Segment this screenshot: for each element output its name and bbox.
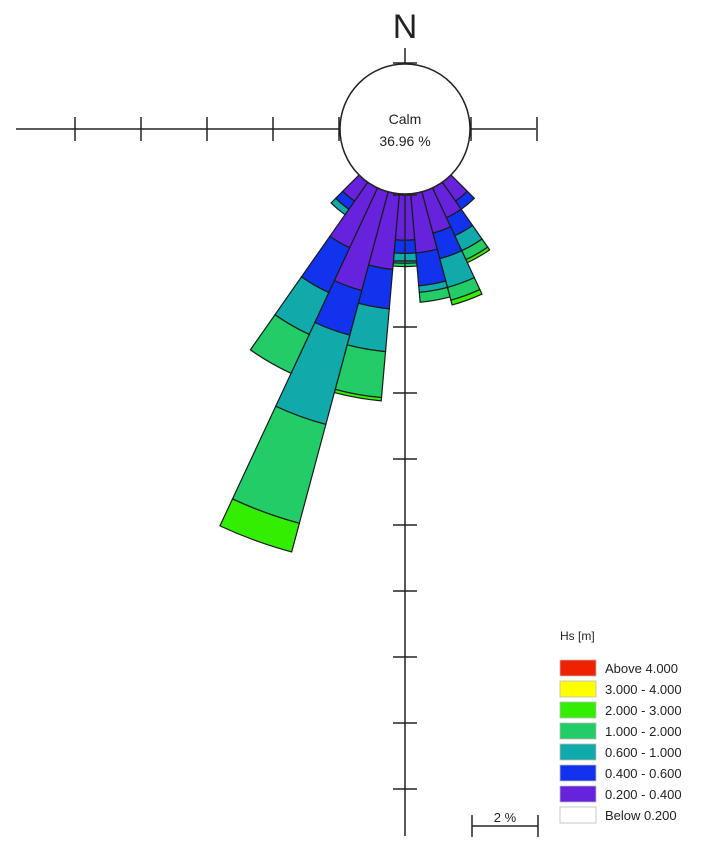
calm-label: Calm (389, 111, 422, 127)
legend-title: Hs [m] (560, 629, 595, 643)
sector-160-bin-4 (450, 288, 483, 306)
legend-swatch (559, 764, 597, 782)
legend-swatch (559, 659, 597, 677)
legend-swatch (559, 722, 597, 740)
calm-circle (339, 63, 471, 195)
legend-label: 0.200 - 0.400 (605, 787, 682, 802)
legend-label: 0.600 - 1.000 (605, 745, 682, 760)
legend-swatch (559, 806, 597, 824)
sector-200-bin-4 (219, 498, 301, 553)
legend-label: Above 4.000 (605, 661, 678, 676)
legend-label: 1.000 - 2.000 (605, 724, 682, 739)
legend-label: Below 0.200 (605, 808, 677, 823)
north-label: N (393, 8, 418, 46)
calm-percentage: 36.96 % (379, 133, 430, 149)
scale-bar: 2 % (471, 810, 539, 837)
scale-bar-label: 2 % (494, 810, 517, 825)
legend-swatch (559, 743, 597, 761)
legend-swatch (559, 785, 597, 803)
legend-swatch (559, 680, 597, 698)
sector-170-bin-3 (418, 286, 451, 303)
sector-220-bin-2 (330, 197, 350, 216)
sector-210-bin-3 (249, 313, 310, 375)
rose-sectors (219, 174, 491, 553)
legend-label: 2.000 - 3.000 (605, 703, 682, 718)
legend-label: 3.000 - 4.000 (605, 682, 682, 697)
legend-label: 0.400 - 0.600 (605, 766, 682, 781)
legend: Hs [m] Above 4.000 3.000 - 4.000 2.000 - 3… (559, 629, 682, 824)
legend-swatch (559, 701, 597, 719)
